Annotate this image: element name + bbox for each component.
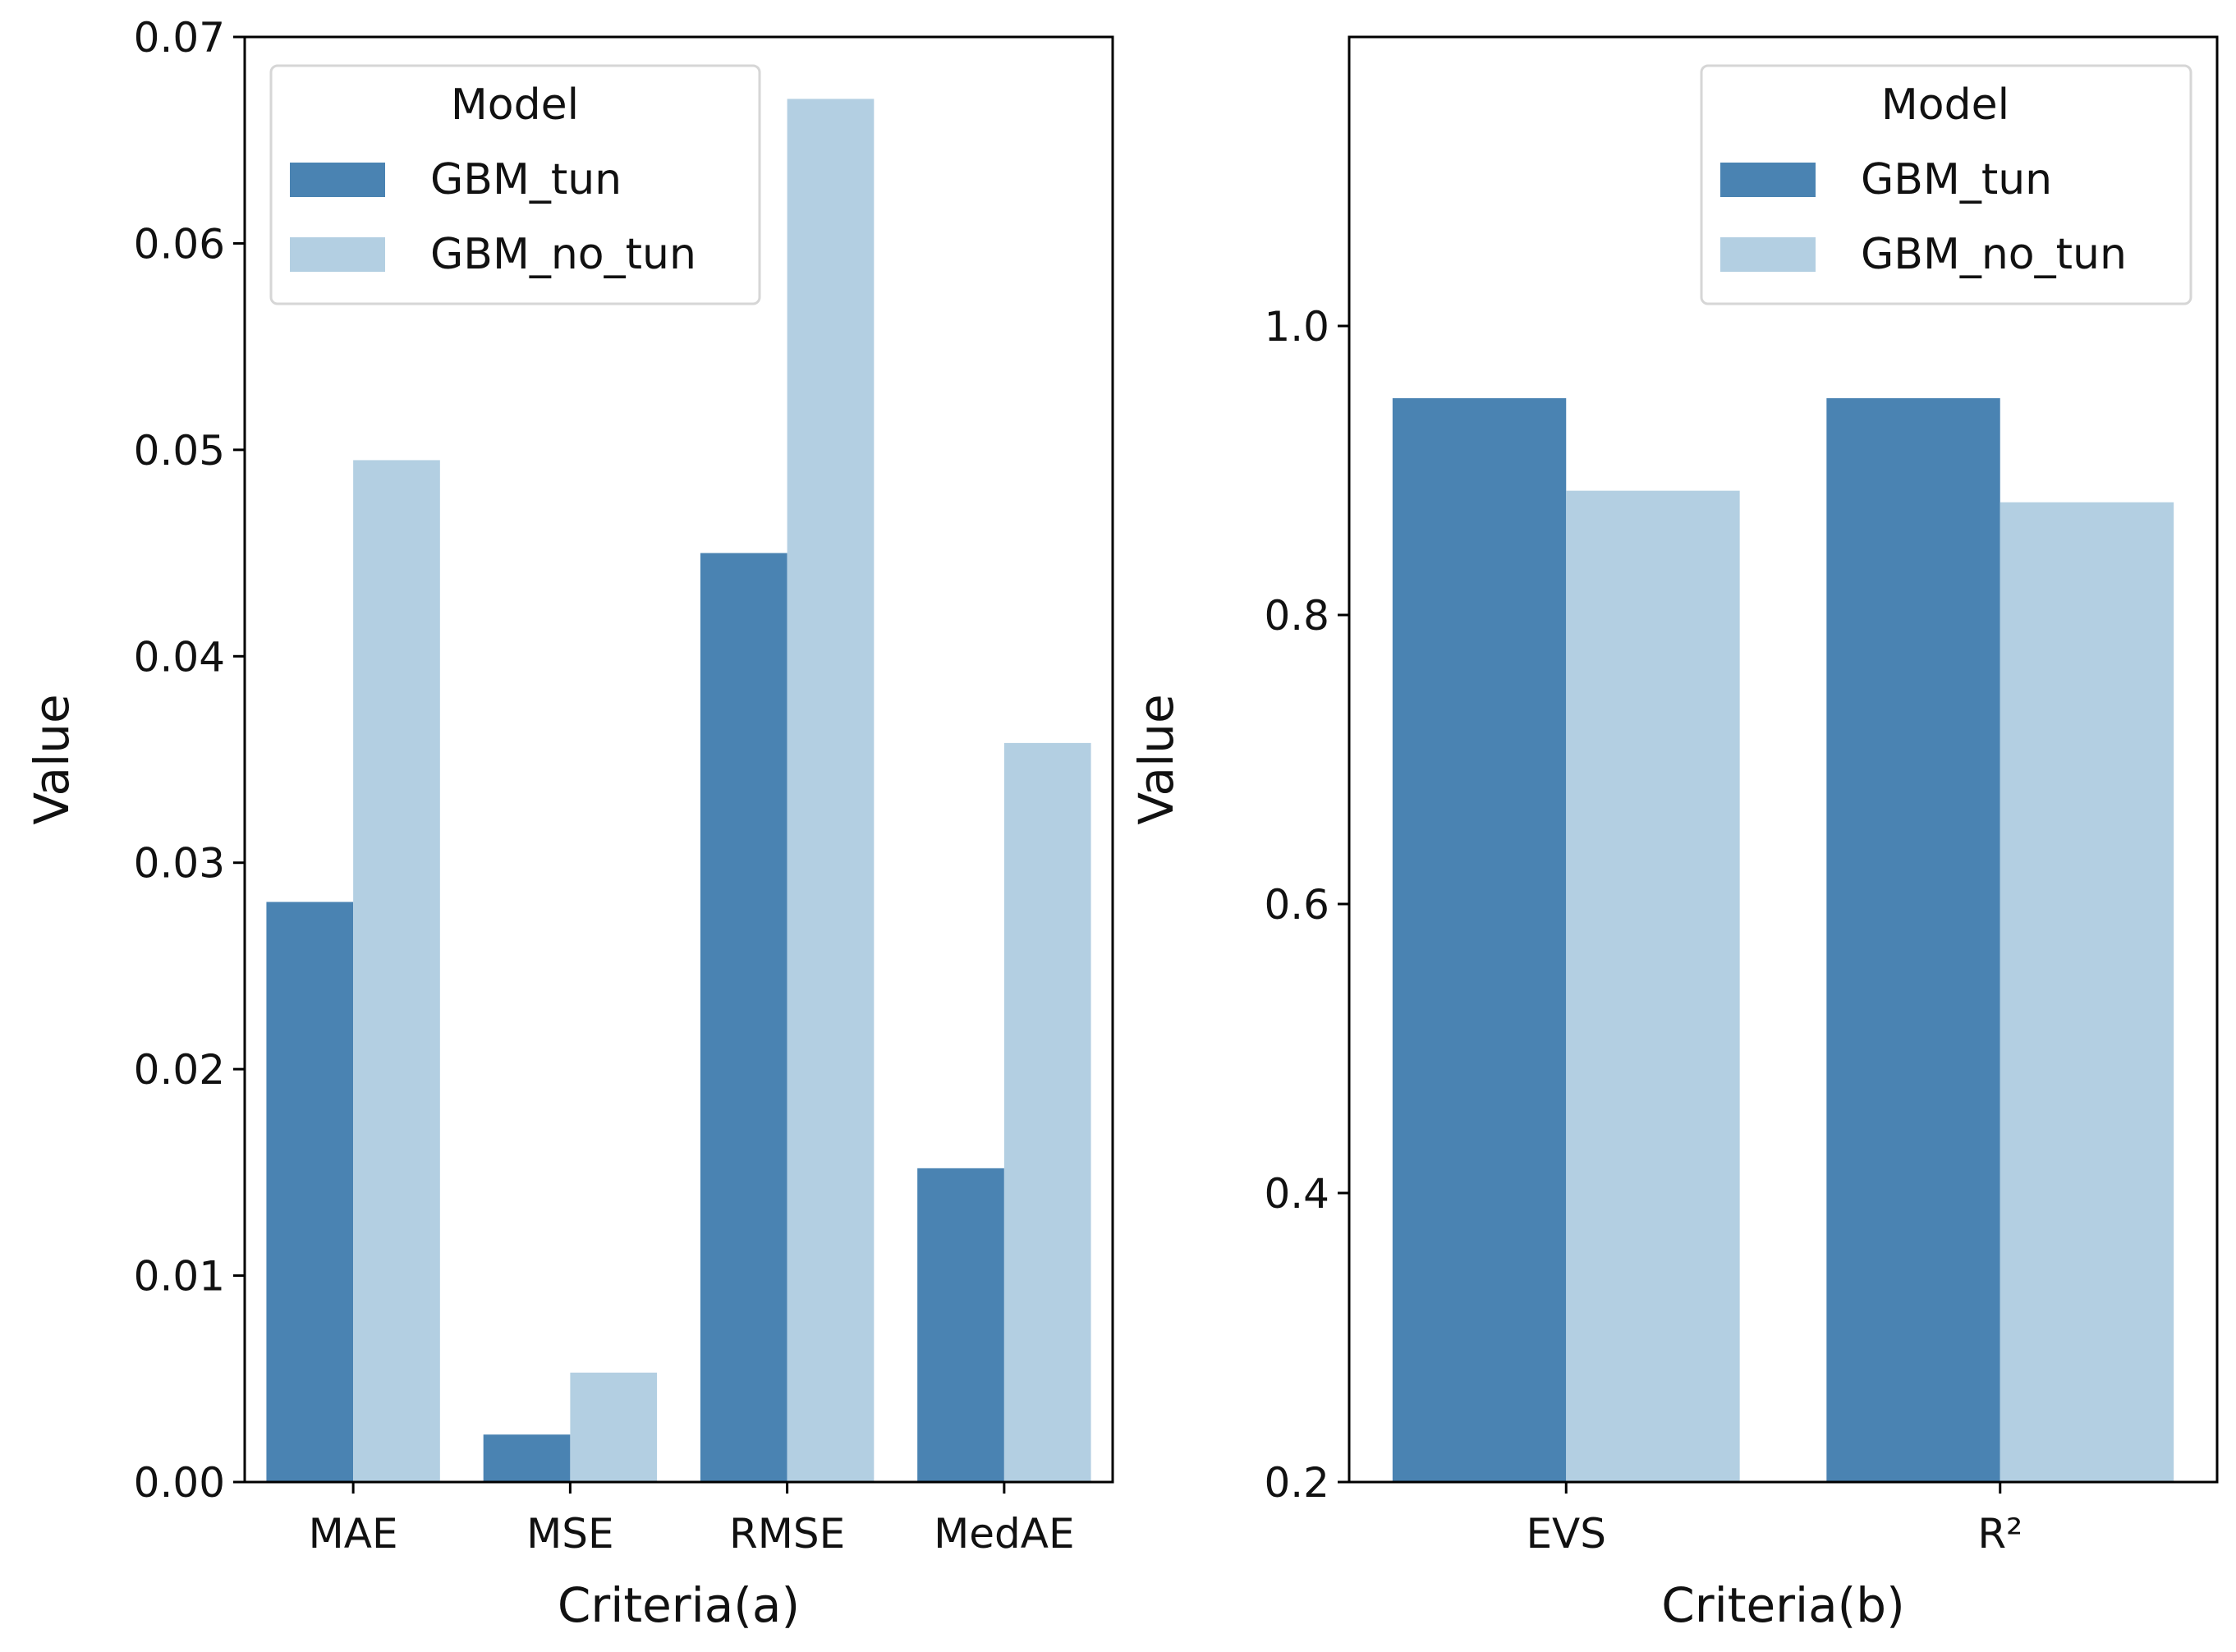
x-tick-label: MedAE <box>934 1510 1074 1558</box>
panel-b-chart: 0.2 0.4 0.6 0.8 1.0 EVS R² Criteria(b) Value Mode… <box>1128 35 2219 1633</box>
legend-swatch <box>1720 163 1816 197</box>
y-tick-label: 0.2 <box>1264 1459 1329 1507</box>
y-tick-label: 0.02 <box>134 1046 225 1094</box>
y-tick-label: 0.06 <box>134 220 225 268</box>
y-tick-label: 0.4 <box>1264 1170 1329 1218</box>
bar-gbm-tun-medae <box>917 1168 1004 1482</box>
x-tick-label: MSE <box>526 1510 613 1558</box>
plot-frame <box>1348 35 2219 1484</box>
plot-frame <box>243 35 1114 1484</box>
bar-gbm-no-tun-mse <box>570 1372 658 1482</box>
y-axis: 0.2 0.4 0.6 0.8 1.0 <box>1264 303 1349 1507</box>
legend: Model GBM_tun GBM_no_tun <box>1700 64 2192 305</box>
x-tick-label: R² <box>1977 1510 2023 1558</box>
y-axis: 0.00 0.01 0.02 0.03 0.04 0.05 0.06 0.07 <box>134 14 245 1507</box>
x-axis-title: Criteria(b) <box>1661 1577 1904 1633</box>
bar-gbm-tun-r <box>1826 398 2000 1482</box>
bar-gbm-no-tun-mae <box>353 460 440 1483</box>
y-tick-label: 0.6 <box>1264 881 1329 929</box>
y-tick-label: 0.07 <box>134 14 225 62</box>
y-tick-label: 0.04 <box>134 633 225 681</box>
bar-gbm-tun-mse <box>483 1434 571 1482</box>
bar-gbm-tun-rmse <box>700 553 787 1482</box>
bar-gbm-tun-mae <box>266 902 354 1482</box>
legend-swatch <box>290 163 385 197</box>
x-tick-label: RMSE <box>729 1510 845 1558</box>
bar-gbm-no-tun-evs <box>1566 490 1740 1482</box>
legend-swatch <box>290 237 385 272</box>
x-axis: EVS R² <box>1526 1482 2023 1558</box>
legend-title: Model <box>1881 80 2009 130</box>
legend-label: GBM_tun <box>430 155 622 204</box>
legend-label: GBM_no_tun <box>1861 230 2127 279</box>
x-tick-label: MAE <box>309 1510 398 1558</box>
y-axis-title: Value <box>24 694 80 824</box>
legend-swatch <box>1720 237 1816 272</box>
y-tick-label: 0.8 <box>1264 592 1329 640</box>
y-tick-label: 0.00 <box>134 1459 225 1507</box>
x-tick-label: EVS <box>1526 1510 1606 1558</box>
panel-a-bars <box>266 99 1091 1483</box>
x-axis-title: Criteria(a) <box>558 1577 800 1633</box>
bar-gbm-no-tun-medae <box>1003 742 1091 1482</box>
y-tick-label: 0.03 <box>134 840 225 888</box>
y-tick-label: 0.05 <box>134 427 225 475</box>
legend: Model GBM_tun GBM_no_tun <box>269 64 761 305</box>
panel-a-chart: 0.00 0.01 0.02 0.03 0.04 0.05 0.06 0.07 MAE MSE RM… <box>24 14 1114 1633</box>
panel-b-bars <box>1392 398 2174 1482</box>
y-tick-label: 0.01 <box>134 1253 225 1301</box>
x-axis: MAE MSE RMSE MedAE <box>309 1482 1075 1558</box>
y-tick-label: 1.0 <box>1264 303 1329 351</box>
bar-gbm-tun-evs <box>1392 398 1567 1482</box>
legend-label: GBM_no_tun <box>430 230 696 279</box>
legend-label: GBM_tun <box>1861 155 2052 204</box>
legend-box <box>1700 64 2192 305</box>
bar-gbm-no-tun-r <box>2000 502 2174 1482</box>
y-axis-title: Value <box>1128 694 1184 824</box>
legend-title: Model <box>451 80 579 130</box>
legend-box <box>269 64 761 305</box>
bar-gbm-no-tun-rmse <box>787 99 875 1482</box>
